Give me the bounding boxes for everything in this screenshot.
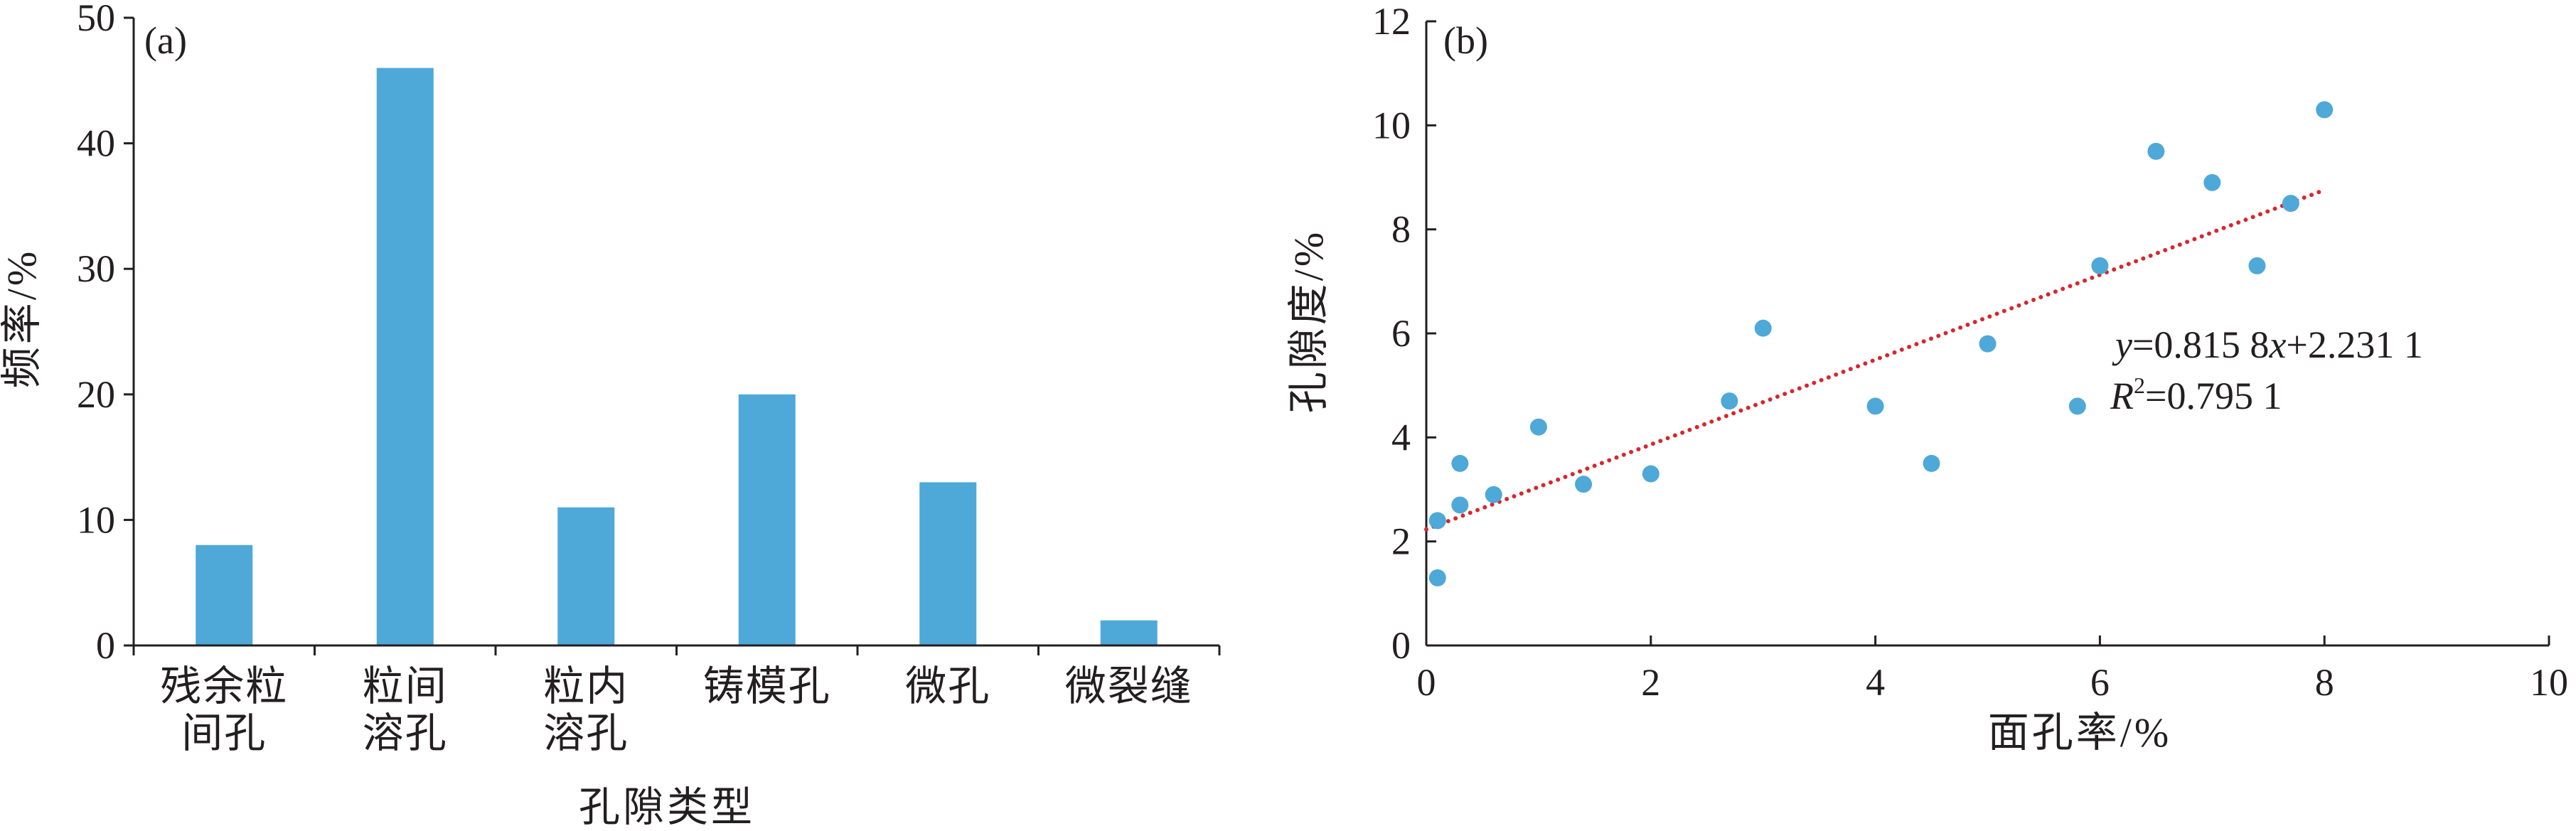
bar-chart-axes xyxy=(132,18,1219,647)
bar xyxy=(196,545,253,645)
bar-chart-x-ticks xyxy=(132,645,1221,655)
bar-series xyxy=(196,68,1158,645)
bar-chart-y-tick-label: 10 xyxy=(77,498,115,541)
scatter-point xyxy=(2316,101,2334,119)
scatter-point xyxy=(2248,257,2266,274)
scatter-point xyxy=(1754,319,1772,337)
equation-intercept-part: +2.231 1 xyxy=(2286,323,2422,366)
bar-category-label-line: 粒间 xyxy=(363,663,448,709)
scatter-point xyxy=(2147,142,2165,160)
scatter-point xyxy=(2282,195,2299,213)
scatter-point xyxy=(1575,476,1593,493)
scatter-point xyxy=(1923,454,1940,472)
scatter-chart-x-tick-label: 10 xyxy=(2530,661,2568,704)
r-squared-label: R2=0.795 1 xyxy=(2110,372,2282,417)
r-squared-superscript: 2 xyxy=(2134,372,2145,398)
bar-category-label-line: 间孔 xyxy=(181,710,267,756)
bar-chart-y-tick-label: 20 xyxy=(77,373,115,416)
scatter-point xyxy=(1451,496,1469,514)
scatter-chart-y-tick-label: 2 xyxy=(1391,520,1411,563)
scatter-chart-y-axis-title: 孔隙度/% xyxy=(1286,230,1332,413)
scatter-point xyxy=(1529,418,1547,436)
scatter-point xyxy=(1451,454,1469,472)
bar-chart-y-tick-label: 50 xyxy=(77,0,115,39)
r-squared-value: =0.795 1 xyxy=(2145,375,2282,417)
equation-y-symbol: y xyxy=(2112,323,2132,366)
scatter-chart-x-axis-title: 面孔率/% xyxy=(1988,709,2171,756)
regression-equation: y=0.815 8x+2.231 1 xyxy=(2112,323,2423,366)
bar xyxy=(738,394,796,645)
bar xyxy=(1100,620,1158,645)
scatter-point xyxy=(1428,569,1446,586)
equation-slope-part: =0.815 8 xyxy=(2132,323,2269,366)
scatter-point xyxy=(1979,335,1997,353)
scatter-series xyxy=(1428,101,2334,586)
bar-chart-y-ticks: 0 10 20 30 40 50 xyxy=(77,0,134,667)
bar-category-label-line: 微裂缝 xyxy=(1065,663,1193,709)
scatter-chart-x-tick-label: 0 xyxy=(1417,661,1436,704)
scatter-chart-x-ticks: 0 2 4 6 8 10 xyxy=(1417,636,2568,704)
bar-chart-y-axis-title: 频率/% xyxy=(0,249,45,388)
scatter-point xyxy=(1428,512,1446,530)
bar xyxy=(557,507,615,645)
scatter-chart-y-tick-label: 0 xyxy=(1391,624,1411,667)
scatter-chart-x-tick-label: 2 xyxy=(1641,661,1660,704)
bar-category-label-line: 溶孔 xyxy=(363,710,448,756)
scatter-point xyxy=(1866,397,1884,415)
bar-category-label: 微孔 xyxy=(905,663,990,709)
bar-category-label: 粒内溶孔 xyxy=(543,663,629,756)
bar xyxy=(376,68,434,645)
equation-x-symbol: x xyxy=(2268,323,2286,366)
scatter-chart-x-tick-label: 6 xyxy=(2090,661,2110,704)
scatter-chart-y-tick-label: 6 xyxy=(1391,312,1411,355)
bar-chart-y-tick-label: 30 xyxy=(77,247,115,290)
r-squared-symbol: R xyxy=(2110,375,2134,417)
bar-category-label-line: 粒内 xyxy=(543,663,629,709)
bar-category-label-line: 微孔 xyxy=(905,663,990,709)
scatter-chart-y-tick-label: 12 xyxy=(1372,0,1411,43)
bar-chart-y-tick-label: 0 xyxy=(96,624,115,667)
scatter-chart-y-tick-label: 8 xyxy=(1391,208,1411,251)
scatter-point xyxy=(2091,257,2109,274)
bar xyxy=(919,482,977,645)
bar-chart-x-axis-title: 孔隙类型 xyxy=(579,784,755,830)
scatter-point xyxy=(1721,392,1738,410)
scatter-chart-x-tick-label: 4 xyxy=(1866,661,1885,704)
scatter-chart-panel: 0 2 4 6 8 10 12 0 2 4 6 8 10 (b) 面孔率/% 孔隙度/% y=0.81… xyxy=(1286,0,2568,756)
bar-category-label: 微裂缝 xyxy=(1065,663,1193,709)
scatter-chart-y-tick-label: 10 xyxy=(1372,104,1411,146)
bar-category-label: 粒间溶孔 xyxy=(363,663,448,756)
scatter-point xyxy=(1485,486,1502,503)
bar-category-label: 残余粒间孔 xyxy=(160,663,288,756)
scatter-point xyxy=(2068,397,2086,415)
bar-chart-y-tick-label: 40 xyxy=(77,122,115,165)
bar-chart-panel-label: (a) xyxy=(144,19,187,62)
bar-category-label: 铸模孔 xyxy=(703,663,831,709)
scatter-chart-x-tick-label: 8 xyxy=(2315,661,2334,704)
scatter-point xyxy=(1642,465,1660,483)
bar-category-label-line: 溶孔 xyxy=(543,710,629,756)
scatter-chart-y-ticks: 0 2 4 6 8 10 12 xyxy=(1372,0,1436,667)
bar-category-label-line: 铸模孔 xyxy=(703,663,831,709)
scatter-chart-y-tick-label: 4 xyxy=(1391,416,1411,459)
scatter-point xyxy=(2203,173,2221,191)
scatter-chart-panel-label: (b) xyxy=(1443,19,1488,62)
bar-category-label-line: 残余粒 xyxy=(160,663,288,709)
